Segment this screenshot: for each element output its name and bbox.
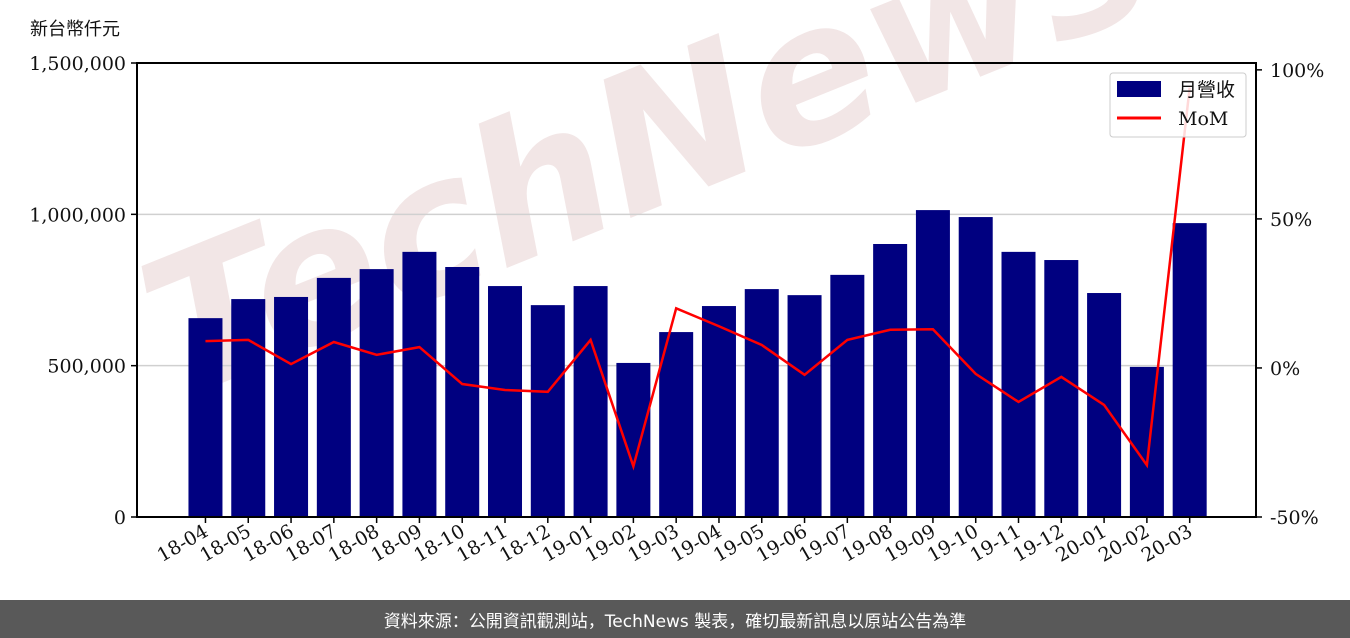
legend-label-mom: MoM [1178,108,1228,130]
x-tick-label-20-03: 20-03 [1138,520,1196,566]
right-tick-label: -50% [1270,507,1319,529]
bar-18-06 [274,296,309,517]
bar-19-10 [958,217,993,518]
revenue-chart: TechNews0500,0001,000,0001,500,000-50%0%… [29,0,1324,567]
bar-19-09 [915,210,950,517]
right-tick-label: 100% [1270,60,1324,82]
bar-19-03 [659,332,694,517]
bar-19-08 [873,243,908,517]
legend: 月營收 MoM [1109,72,1247,138]
bar-19-04 [701,306,736,517]
right-tick-label: 50% [1270,209,1312,231]
bar-19-01 [573,286,608,517]
bar-19-11 [1001,251,1036,517]
bar-19-12 [1044,260,1079,517]
left-tick-label: 0 [114,507,126,529]
bar-20-03 [1172,223,1207,518]
bar-18-08 [359,269,394,517]
bar-18-05 [231,299,266,517]
bar-19-06 [787,295,822,517]
plot-frame [136,62,1257,518]
source-footer: 資料來源：公開資訊觀測站，TechNews 製表，確切最新訊息以原站公告為準 [0,600,1350,638]
left-tick-label: 1,000,000 [29,204,126,226]
bar-18-09 [402,251,437,517]
bar-20-02 [1129,366,1164,517]
bar-18-04 [188,318,223,517]
bar-18-12 [530,305,565,517]
bar-18-11 [488,286,523,517]
mom-line [205,87,1191,471]
bar-19-05 [744,289,779,517]
left-tick-label: 500,000 [47,356,126,378]
left-tick-label: 1,500,000 [29,53,126,75]
bar-19-02 [616,362,651,517]
left-axis-unit-label: 新台幣仟元 [30,19,120,40]
bar-19-07 [830,274,865,517]
bar-18-10 [445,266,480,517]
legend-label-revenue: 月營收 [1178,79,1235,101]
legend-bar-swatch [1117,81,1161,97]
bar-18-07 [316,277,351,517]
right-tick-label: 0% [1270,358,1300,380]
